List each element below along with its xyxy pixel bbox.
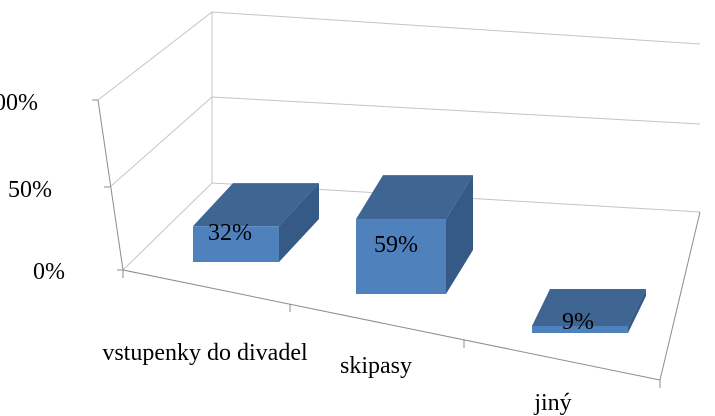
- gridline-100: [97, 11, 701, 101]
- bars: 32% 59% 9%: [193, 175, 646, 335]
- y-tick-label: 0%: [33, 259, 65, 285]
- floor-right-edge: [659, 211, 701, 381]
- category-label: vstupenky do divadel: [102, 340, 308, 366]
- y-tick-label: 100%: [0, 90, 38, 116]
- category-labels: vstupenky do divadel skipasy jiný: [102, 340, 571, 416]
- floor-front-edge: [122, 269, 661, 381]
- data-label: 32%: [208, 220, 252, 246]
- data-label: 9%: [562, 309, 594, 335]
- y-tick-labels: 0% 50% 100%: [0, 90, 65, 285]
- bar-top-face: [356, 175, 473, 220]
- chart-axes: [92, 99, 701, 388]
- bar-side-face: [628, 288, 646, 333]
- category-label: jiný: [533, 390, 571, 416]
- data-label: 59%: [374, 232, 418, 258]
- bar-front-face: [193, 226, 279, 262]
- y-tick-label: 50%: [8, 177, 52, 203]
- bar-front-face: [356, 219, 446, 294]
- bar-side-face: [279, 183, 319, 262]
- bar-top-face: [532, 288, 646, 326]
- bar-top-face: [193, 183, 319, 227]
- y-axis: [97, 99, 124, 271]
- bar: 9%: [532, 288, 646, 335]
- gridline-50: [109, 96, 701, 188]
- bar: 32%: [193, 183, 319, 262]
- bar: 59%: [356, 175, 473, 294]
- bar-front-face: [532, 325, 628, 333]
- category-label: skipasy: [340, 353, 412, 379]
- bar-side-face: [446, 175, 473, 294]
- chart-walls: [97, 11, 701, 271]
